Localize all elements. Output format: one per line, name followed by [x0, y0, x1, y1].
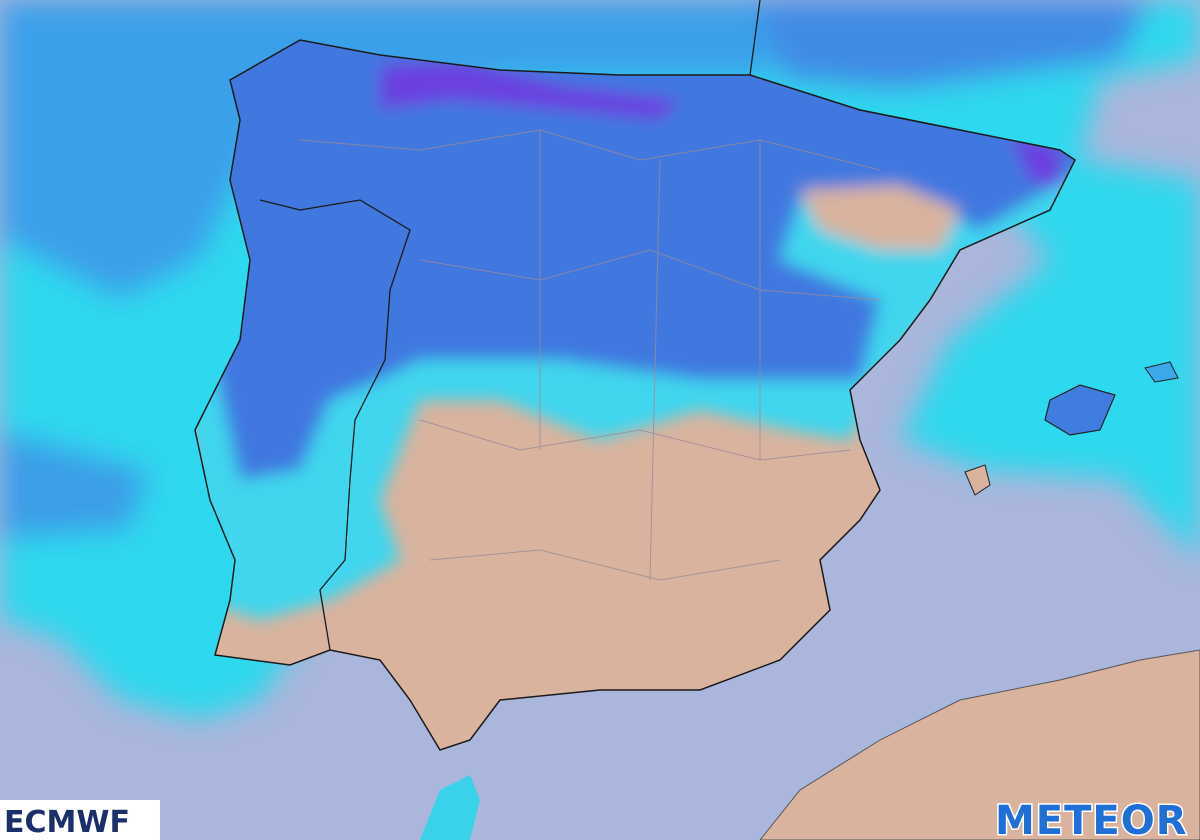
ebro-dry — [800, 185, 960, 250]
ibiza — [964, 464, 991, 496]
africa-land — [759, 649, 1200, 840]
precip-heavy-pyrenees — [1010, 135, 1060, 190]
source-logo: ECMWF — [4, 805, 130, 840]
ecmwf-logo-box — [0, 800, 160, 840]
menorca — [1144, 361, 1179, 383]
precip-moderate — [200, 40, 1075, 480]
border-portugal — [259, 199, 411, 651]
precip-heavy-north — [380, 60, 680, 120]
ceuta-area — [420, 775, 480, 840]
regional-borders — [299, 129, 881, 581]
brand-logo: METEOR — [995, 798, 1188, 840]
border-france — [749, 0, 961, 131]
mallorca — [1044, 384, 1116, 436]
